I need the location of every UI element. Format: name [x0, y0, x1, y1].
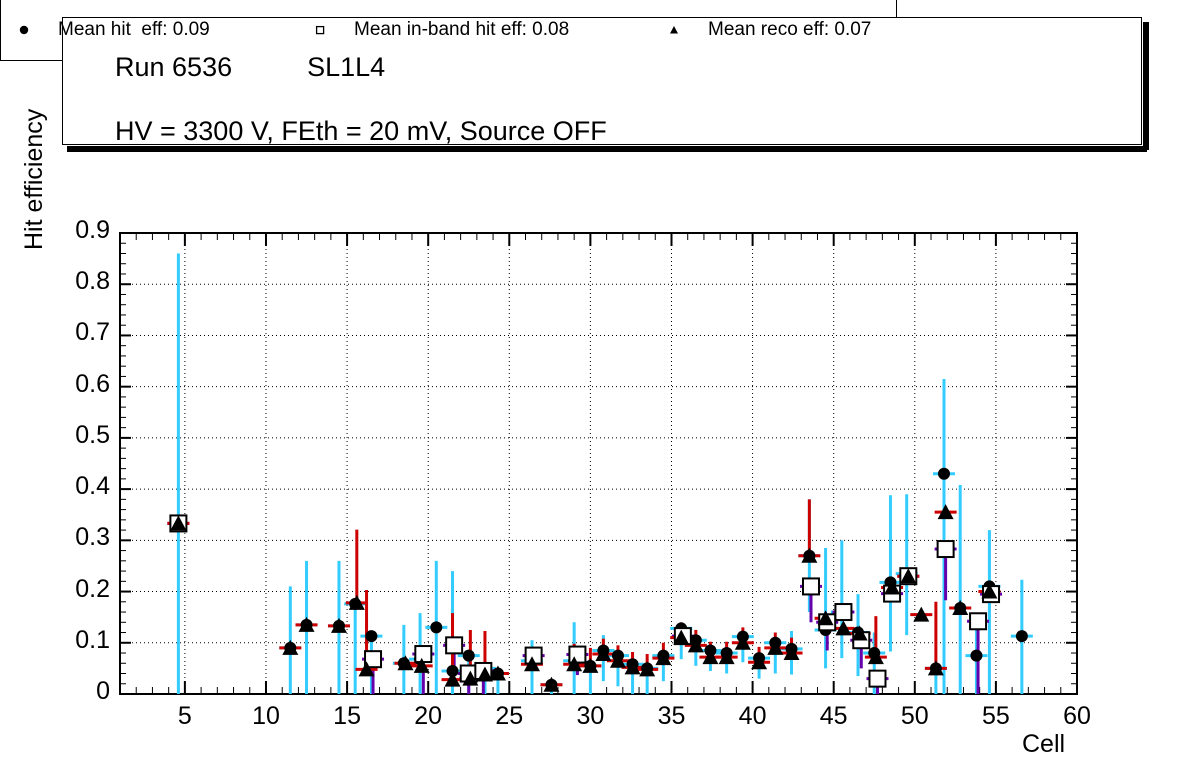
- marker-filled-circle: [462, 649, 475, 662]
- marker-open-square: [801, 577, 820, 596]
- marker-filled-triangle: [718, 649, 735, 665]
- title-line-run: Run 6536 SL1L4: [115, 52, 386, 82]
- legend-entry-reco-eff[interactable]: Mean reco eff: 0.07: [666, 16, 871, 44]
- marker-filled-circle: [446, 664, 459, 677]
- x-tick-label: 45: [819, 702, 848, 730]
- marker-filled-triangle: [783, 645, 800, 661]
- marker-filled-circle: [365, 630, 378, 643]
- legend-entry-hit-eff[interactable]: Mean hit eff: 0.09: [16, 16, 210, 44]
- marker-filled-triangle: [817, 610, 834, 626]
- marker-filled-triangle: [867, 649, 884, 665]
- x-tick-label: 50: [900, 702, 929, 730]
- x-tick-label: 35: [657, 702, 686, 730]
- legend-label-hit-eff: Mean hit eff: 0.09: [58, 19, 210, 40]
- marker-filled-triangle: [523, 656, 540, 672]
- marker-filled-triangle: [444, 671, 461, 687]
- marker-filled-triangle: [489, 665, 506, 681]
- marker-filled-triangle: [655, 650, 672, 666]
- marker-open-square: [364, 650, 383, 669]
- marker-filled-triangle: [397, 655, 414, 671]
- marker-filled-triangle: [282, 639, 299, 655]
- marker-filled-circle: [937, 467, 950, 480]
- legend-entry-inband-eff[interactable]: Mean in-band hit eff: 0.08: [312, 16, 569, 44]
- marker-filled-circle: [430, 621, 443, 634]
- marker-filled-triangle: [566, 656, 583, 672]
- marker-filled-triangle: [981, 583, 998, 599]
- marker-filled-triangle: [298, 616, 315, 632]
- marker-filled-triangle: [952, 599, 969, 615]
- marker-filled-triangle: [476, 666, 493, 682]
- marker-filled-triangle: [913, 606, 930, 622]
- x-tick-label: 60: [1063, 702, 1091, 730]
- filled-circle-icon: [16, 22, 32, 38]
- marker-filled-triangle: [937, 504, 954, 520]
- marker-filled-triangle: [413, 657, 430, 673]
- y-tick-label: 0.7: [75, 318, 110, 347]
- marker-filled-triangle: [734, 634, 751, 650]
- series-errorbars-0: [167, 253, 1033, 694]
- marker-filled-triangle: [767, 639, 784, 655]
- marker-open-square: [969, 612, 988, 631]
- marker-filled-triangle: [851, 625, 868, 641]
- marker-filled-triangle: [884, 579, 901, 595]
- marker-filled-triangle: [687, 637, 704, 653]
- y-tick-label: 0.2: [75, 574, 110, 603]
- marker-filled-circle: [1015, 630, 1028, 643]
- marker-filled-circle: [970, 649, 983, 662]
- marker-filled-triangle: [927, 660, 944, 676]
- x-tick-label: 30: [576, 702, 605, 730]
- marker-open-square: [414, 645, 433, 664]
- x-tick-label: 5: [177, 702, 192, 730]
- marker-filled-triangle: [702, 649, 719, 665]
- series-markers-2: [170, 504, 998, 692]
- marker-filled-triangle: [609, 652, 626, 668]
- marker-filled-triangle: [330, 617, 347, 633]
- y-tick-label: 0.1: [75, 625, 110, 654]
- y-tick-label: 0.5: [75, 420, 110, 449]
- y-tick-label: 0.9: [75, 216, 110, 244]
- marker-open-square: [445, 636, 464, 655]
- filled-triangle-icon: [666, 22, 682, 38]
- marker-filled-triangle: [801, 547, 818, 563]
- x-tick-label: 40: [738, 702, 767, 730]
- marker-filled-triangle: [358, 661, 375, 677]
- marker-filled-triangle: [624, 659, 641, 675]
- legend-label-reco-eff: Mean reco eff: 0.07: [708, 19, 872, 40]
- x-tick-label: 10: [252, 702, 280, 730]
- marker-filled-triangle: [348, 594, 365, 610]
- open-square-icon: [312, 22, 328, 38]
- x-tick-label: 55: [981, 702, 1010, 730]
- title-box: Run 6536 SL1L4 HV = 3300 V, FEth = 20 mV…: [62, 17, 1149, 152]
- x-tick-label: 15: [333, 702, 361, 730]
- marker-open-square: [834, 603, 853, 622]
- marker-filled-triangle: [639, 661, 656, 677]
- marker-filled-triangle: [582, 657, 599, 673]
- x-axis-title: Cell: [1022, 730, 1066, 758]
- marker-filled-triangle: [170, 515, 187, 531]
- marker-filled-triangle: [673, 629, 690, 645]
- series-errorbars-1: [167, 521, 1003, 694]
- y-tick-label: 0.4: [75, 472, 110, 501]
- marker-open-square: [936, 540, 955, 559]
- marker-filled-triangle: [835, 620, 852, 636]
- x-tick-label: 20: [414, 702, 443, 730]
- title-line-conditions: HV = 3300 V, FEth = 20 mV, Source OFF: [115, 116, 607, 146]
- y-tick-label: 0.3: [75, 523, 110, 552]
- marker-open-square: [868, 669, 887, 688]
- plot-frame: [119, 232, 1078, 695]
- legend-label-inband-eff: Mean in-band hit eff: 0.08: [354, 19, 570, 40]
- y-tick-label: 0.8: [75, 267, 110, 296]
- marker-open-square: [568, 645, 587, 664]
- marker-filled-triangle: [595, 646, 612, 662]
- x-tick-label: 25: [495, 702, 524, 730]
- marker-filled-triangle: [900, 568, 917, 584]
- marker-filled-triangle: [462, 670, 479, 686]
- marker-filled-triangle: [543, 676, 560, 692]
- y-tick-label: 0.6: [75, 369, 110, 398]
- marker-filled-triangle: [751, 654, 768, 670]
- y-tick-label: 0: [96, 677, 110, 705]
